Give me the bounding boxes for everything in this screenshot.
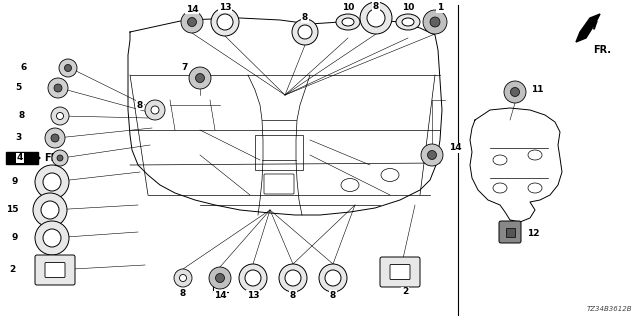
Circle shape: [35, 165, 69, 199]
Circle shape: [57, 155, 63, 161]
Ellipse shape: [396, 14, 420, 30]
Circle shape: [239, 264, 267, 292]
Ellipse shape: [336, 14, 360, 30]
FancyBboxPatch shape: [380, 257, 420, 287]
Text: 6: 6: [21, 63, 27, 73]
Circle shape: [181, 11, 203, 33]
Text: FR.: FR.: [593, 45, 611, 55]
Circle shape: [56, 113, 63, 119]
Text: TZ34B3612B: TZ34B3612B: [586, 306, 632, 312]
Circle shape: [48, 78, 68, 98]
Text: 15: 15: [6, 205, 19, 214]
Text: 5: 5: [15, 84, 21, 92]
Text: 14: 14: [214, 292, 227, 300]
Text: 9: 9: [12, 178, 18, 187]
Text: 9: 9: [12, 234, 18, 243]
Ellipse shape: [381, 169, 399, 181]
Circle shape: [423, 10, 447, 34]
Text: 2: 2: [9, 266, 15, 275]
Text: 8: 8: [19, 111, 25, 121]
Ellipse shape: [528, 183, 542, 193]
Circle shape: [179, 275, 186, 282]
Ellipse shape: [402, 18, 414, 26]
Circle shape: [54, 84, 62, 92]
Polygon shape: [6, 152, 38, 164]
Text: 8: 8: [330, 291, 336, 300]
Circle shape: [217, 14, 233, 30]
FancyBboxPatch shape: [390, 265, 410, 279]
Circle shape: [43, 229, 61, 247]
Circle shape: [151, 106, 159, 114]
Circle shape: [245, 270, 261, 286]
Circle shape: [33, 193, 67, 227]
Circle shape: [35, 221, 69, 255]
Circle shape: [216, 274, 225, 283]
Circle shape: [319, 264, 347, 292]
FancyBboxPatch shape: [45, 262, 65, 277]
Text: 14: 14: [186, 4, 198, 13]
Circle shape: [145, 100, 165, 120]
Circle shape: [188, 18, 196, 27]
Ellipse shape: [341, 179, 359, 191]
Text: 8: 8: [137, 100, 143, 109]
Text: 10: 10: [402, 4, 414, 12]
Circle shape: [504, 81, 526, 103]
Circle shape: [421, 144, 443, 166]
Circle shape: [189, 67, 211, 89]
FancyBboxPatch shape: [35, 255, 75, 285]
Circle shape: [298, 25, 312, 39]
Text: 13: 13: [247, 291, 259, 300]
Circle shape: [430, 17, 440, 27]
Circle shape: [174, 269, 192, 287]
Text: 12: 12: [527, 229, 540, 238]
Circle shape: [367, 9, 385, 27]
Text: 1: 1: [437, 4, 443, 12]
Circle shape: [511, 87, 520, 97]
Circle shape: [279, 264, 307, 292]
Text: 3: 3: [15, 133, 21, 142]
Circle shape: [43, 173, 61, 191]
Circle shape: [51, 107, 69, 125]
FancyBboxPatch shape: [506, 228, 515, 236]
FancyBboxPatch shape: [264, 174, 294, 194]
Ellipse shape: [342, 18, 354, 26]
Circle shape: [51, 134, 59, 142]
Ellipse shape: [493, 155, 507, 165]
Text: 8: 8: [180, 290, 186, 299]
Text: 4: 4: [17, 154, 23, 163]
Circle shape: [209, 267, 231, 289]
Circle shape: [360, 2, 392, 34]
Circle shape: [41, 201, 59, 219]
Text: 8: 8: [290, 291, 296, 300]
Circle shape: [195, 74, 205, 83]
Text: 10: 10: [342, 4, 354, 12]
FancyBboxPatch shape: [499, 221, 521, 243]
Circle shape: [65, 65, 72, 71]
Circle shape: [325, 270, 341, 286]
Circle shape: [211, 8, 239, 36]
Circle shape: [59, 59, 77, 77]
Circle shape: [428, 150, 436, 159]
Polygon shape: [576, 14, 600, 42]
Text: 7: 7: [182, 63, 188, 73]
Text: 8: 8: [302, 13, 308, 22]
Text: 11: 11: [531, 85, 543, 94]
Circle shape: [52, 150, 68, 166]
Text: 2: 2: [402, 287, 408, 297]
Text: FR.: FR.: [44, 153, 62, 163]
Circle shape: [292, 19, 318, 45]
Ellipse shape: [493, 183, 507, 193]
Ellipse shape: [528, 150, 542, 160]
Text: 13: 13: [219, 4, 231, 12]
Circle shape: [285, 270, 301, 286]
Text: 14: 14: [449, 143, 461, 153]
Text: 8: 8: [373, 2, 379, 11]
Circle shape: [45, 128, 65, 148]
